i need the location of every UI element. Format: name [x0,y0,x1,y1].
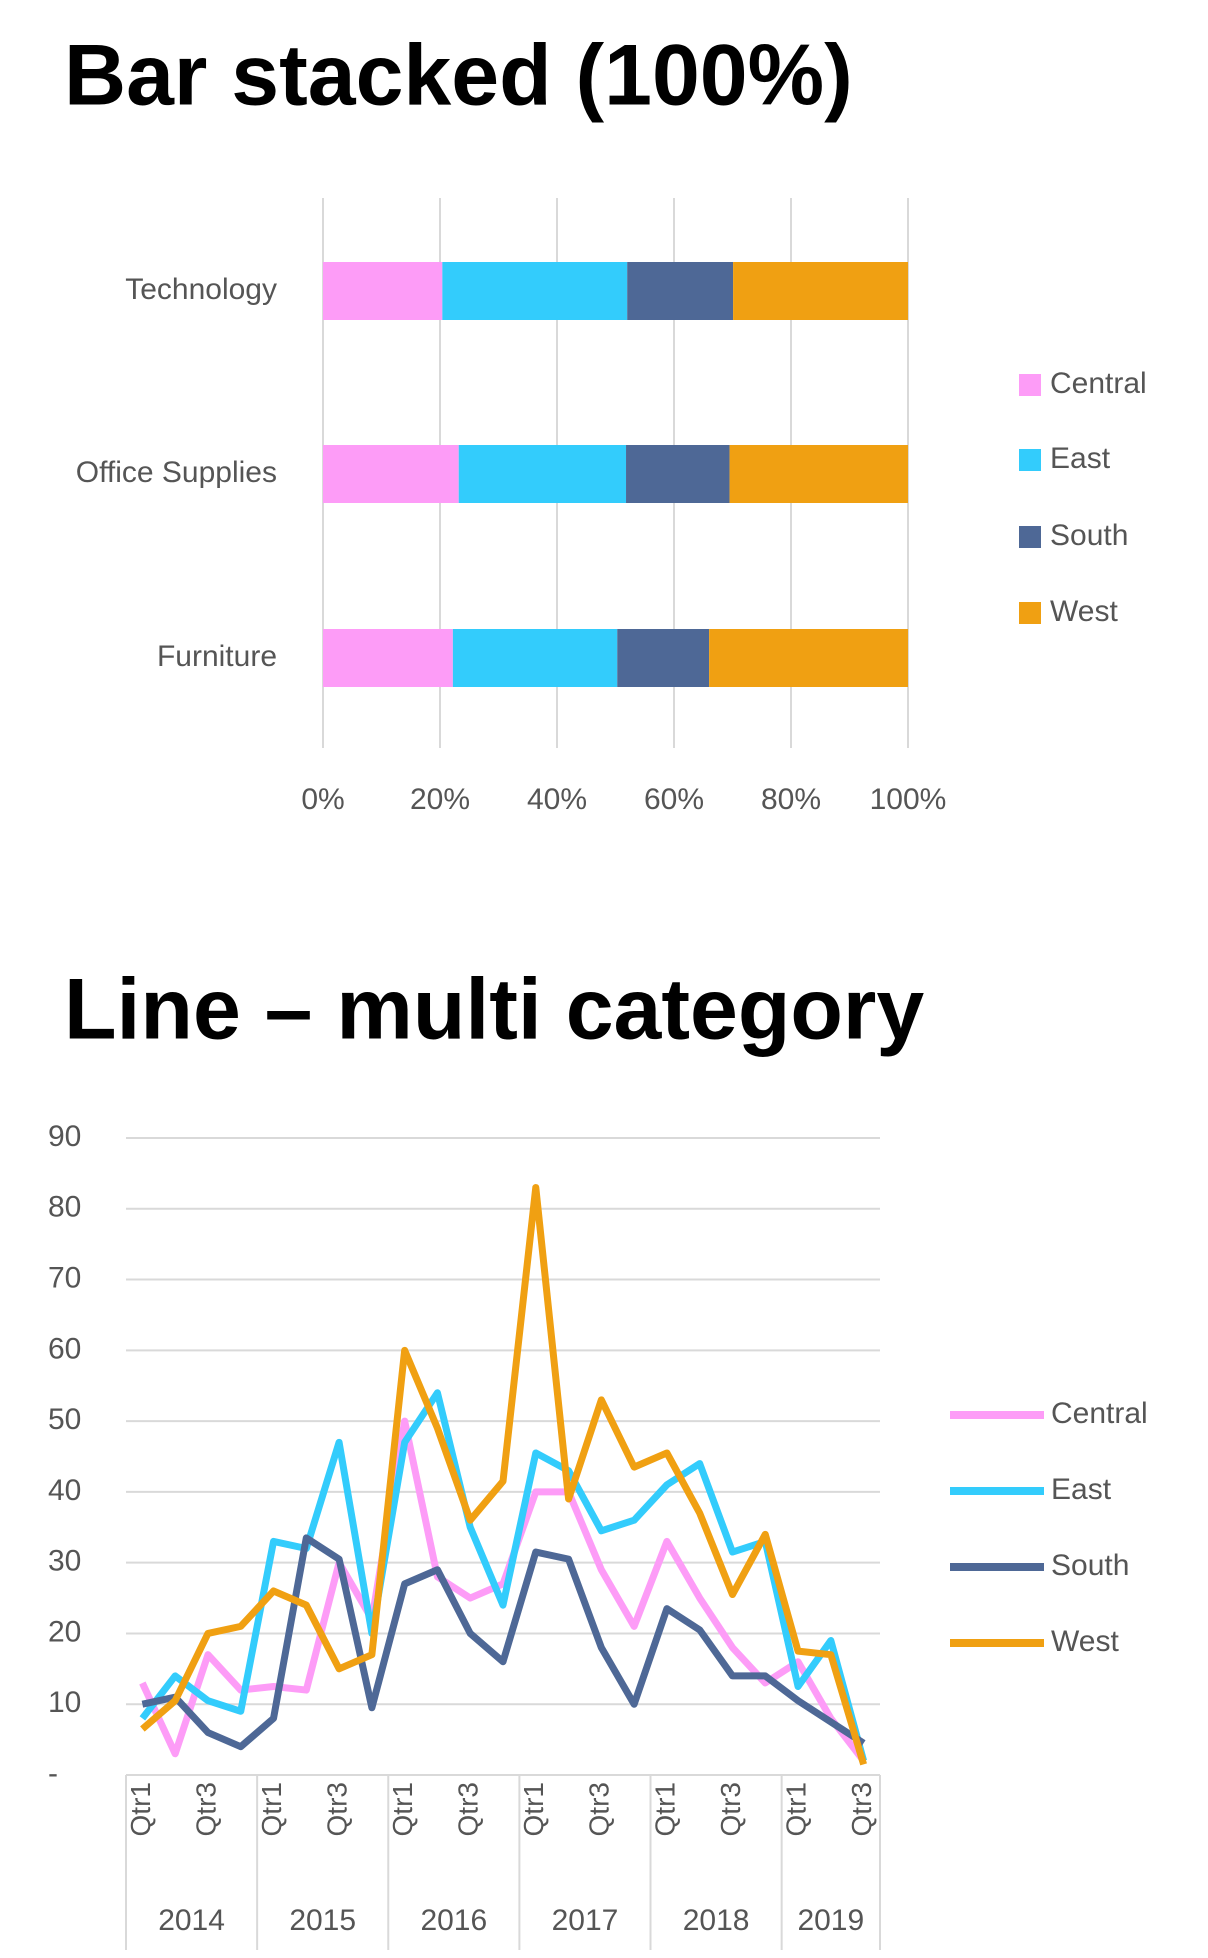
bar-segment [442,262,628,320]
legend-swatch [1019,374,1041,396]
group-label: 2019 [797,1904,864,1937]
legend-label: East [1051,1473,1112,1506]
x-tick-label: 20% [410,783,470,816]
series-line [140,1184,867,1766]
y-tick-label: 20 [48,1615,81,1648]
series-line [139,1417,867,1763]
x-tick-label: Qtr1 [125,1782,156,1836]
x-tick-label: Qtr1 [256,1782,287,1836]
x-tick-label: Qtr3 [584,1782,615,1836]
x-tick-label: 0% [301,783,344,816]
legend-label: East [1050,442,1111,475]
chart-title: Line – multi category [64,962,924,1058]
group-label: 2016 [420,1904,487,1937]
x-tick-label: 80% [761,783,821,816]
y-tick-label: - [48,1757,58,1790]
chart-title: Bar stacked (100%) [64,28,853,124]
legend-swatch [1019,602,1041,624]
group-label: 2018 [683,1904,750,1937]
y-tick-label: 30 [48,1545,81,1578]
category-label: Technology [125,273,277,306]
group-label: 2017 [552,1904,619,1937]
x-tick-label: Qtr3 [453,1782,484,1836]
x-tick-label: Qtr3 [846,1782,877,1836]
legend-label: Central [1050,367,1147,400]
x-tick-label: Qtr1 [649,1782,680,1836]
bar-segment [323,629,453,687]
y-tick-label: 80 [48,1191,81,1224]
x-tick-label: Qtr1 [387,1782,418,1836]
group-label: 2015 [289,1904,356,1937]
x-tick-label: 100% [870,783,947,816]
x-tick-label: Qtr3 [190,1782,221,1836]
legend-label: South [1050,519,1128,552]
y-tick-label: 50 [48,1403,81,1436]
series-line [141,1534,866,1751]
x-tick-label: Qtr1 [780,1782,811,1836]
x-tick-label: Qtr3 [321,1782,352,1836]
bar-segment [452,629,618,687]
y-tick-label: 70 [48,1261,81,1294]
category-label: Furniture [157,640,277,673]
bar-segment [617,629,710,687]
legend-label: West [1051,1625,1119,1658]
y-tick-label: 40 [48,1474,81,1507]
y-tick-label: 10 [48,1686,81,1719]
bar-segment [323,445,459,503]
legend-label: South [1051,1549,1129,1582]
legend-label: Central [1051,1397,1148,1430]
x-tick-label: 60% [644,783,704,816]
x-tick-label: Qtr1 [518,1782,549,1836]
bar-segment [323,262,443,320]
y-tick-label: 90 [48,1120,81,1153]
y-tick-label: 60 [48,1332,81,1365]
bar-segment [626,445,730,503]
legend-swatch [1019,449,1041,471]
bar-segment [733,262,908,320]
bar-segment [627,262,734,320]
bar-segment [729,445,908,503]
group-label: 2014 [158,1904,225,1937]
legend-label: West [1050,595,1118,628]
category-label: Office Supplies [76,456,277,489]
x-tick-label: 40% [527,783,587,816]
x-tick-label: Qtr3 [715,1782,746,1836]
bar-segment [458,445,627,503]
legend-swatch [1019,526,1041,548]
bar-segment [709,629,908,687]
